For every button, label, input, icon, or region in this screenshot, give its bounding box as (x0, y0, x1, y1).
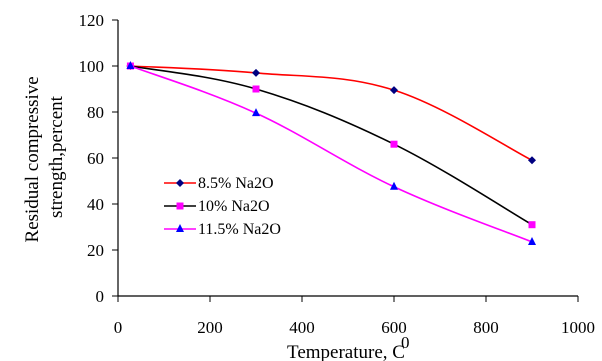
ticks: 0 20 40 60 80 100 120 0 200 400 600 800 1000 (79, 11, 596, 337)
data-point (390, 86, 398, 95)
data-point (528, 156, 536, 165)
x-axis-title: Temperature, C (287, 342, 405, 361)
x-tick-label: 600 (381, 318, 407, 337)
y-tick-label: 20 (87, 241, 104, 260)
y-axis-title: Residual compressive strength,percent (22, 72, 67, 243)
x-tick-label: 1000 (561, 318, 595, 337)
legend-marker (176, 202, 184, 210)
legend-marker (176, 179, 184, 187)
y-axis-title-line-2: strength,percent (46, 95, 67, 218)
data-point (252, 68, 260, 77)
axes (117, 20, 578, 297)
data-point (528, 221, 536, 229)
x-tick-label: 0 (114, 318, 123, 337)
series-line (130, 65, 533, 226)
series-line (130, 65, 533, 162)
x-tick-label: 800 (473, 318, 499, 337)
legend-item: 11.5% Na2O (164, 221, 281, 238)
y-tick-label: 120 (79, 11, 105, 30)
y-tick-label: 40 (87, 195, 104, 214)
legend-label: 11.5% Na2O (198, 221, 281, 238)
data-point (252, 85, 260, 93)
legend-label: 10% Na2O (198, 198, 270, 215)
data-point (390, 140, 398, 148)
legend-item: 8.5% Na2O (164, 175, 274, 192)
legend: 8.5% Na2O 10% Na2O 11.5% Na2O (164, 175, 281, 238)
series-3 (126, 61, 536, 245)
x-tick-label: 400 (289, 318, 315, 337)
y-tick-label: 60 (87, 149, 104, 168)
data-point (390, 181, 398, 190)
y-tick-label: 0 (96, 287, 105, 306)
data-point (126, 61, 135, 69)
x-axis-title-superscript: 0 (401, 333, 410, 352)
series-line (130, 65, 533, 243)
data-point (528, 236, 536, 245)
y-tick-label: 100 (79, 57, 105, 76)
series-1 (126, 62, 536, 165)
series-group (126, 61, 536, 245)
series-2 (126, 62, 536, 229)
y-axis-title-line-1: Residual compressive (22, 76, 43, 242)
x-axis-title-text: Temperature, C (287, 342, 405, 361)
legend-marker (176, 224, 184, 232)
legend-label: 8.5% Na2O (198, 175, 274, 192)
x-tick-label: 200 (197, 318, 223, 337)
data-point (252, 108, 260, 117)
y-tick-label: 80 (87, 103, 104, 122)
legend-item: 10% Na2O (164, 198, 270, 215)
